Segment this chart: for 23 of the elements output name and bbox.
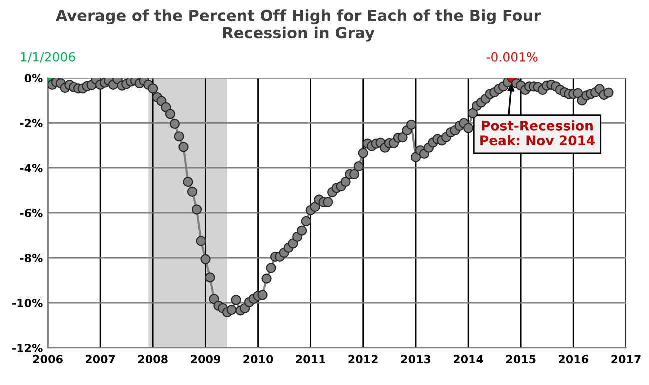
annotation: Post-Recession Peak: Nov 2014 xyxy=(480,120,595,146)
x-tick-label: 2010 xyxy=(244,355,274,364)
x-tick-label: 2011 xyxy=(296,355,326,364)
x-tick-label: 2009 xyxy=(191,355,221,364)
x-tick-label: 2015 xyxy=(506,355,536,364)
y-tick-label: -12% xyxy=(12,344,43,352)
y-tick-label: -10% xyxy=(12,299,43,308)
x-tick-label: 2013 xyxy=(401,355,431,364)
annotation: -0.001% xyxy=(486,52,538,62)
x-tick-label: 2014 xyxy=(454,355,484,364)
x-tick-label: 2008 xyxy=(138,355,168,364)
y-tick-label: -4% xyxy=(20,164,43,172)
x-tick-label: 2017 xyxy=(612,355,641,364)
annotation: 1/1/2006 xyxy=(21,52,76,63)
x-tick-label: 2012 xyxy=(348,355,378,364)
y-tick-label: -6% xyxy=(20,209,43,218)
y-tick-label: -2% xyxy=(20,119,43,128)
x-tick-label: 2007 xyxy=(86,355,116,364)
y-tick-label: -8% xyxy=(20,254,43,262)
x-tick-label: 2016 xyxy=(559,355,588,364)
y-tick-label: 0% xyxy=(24,74,43,83)
chart-title: Average of the Percent Off High for Each of the Big Four Recession in Gray xyxy=(56,10,542,42)
x-tick-label: 2006 xyxy=(33,355,63,364)
